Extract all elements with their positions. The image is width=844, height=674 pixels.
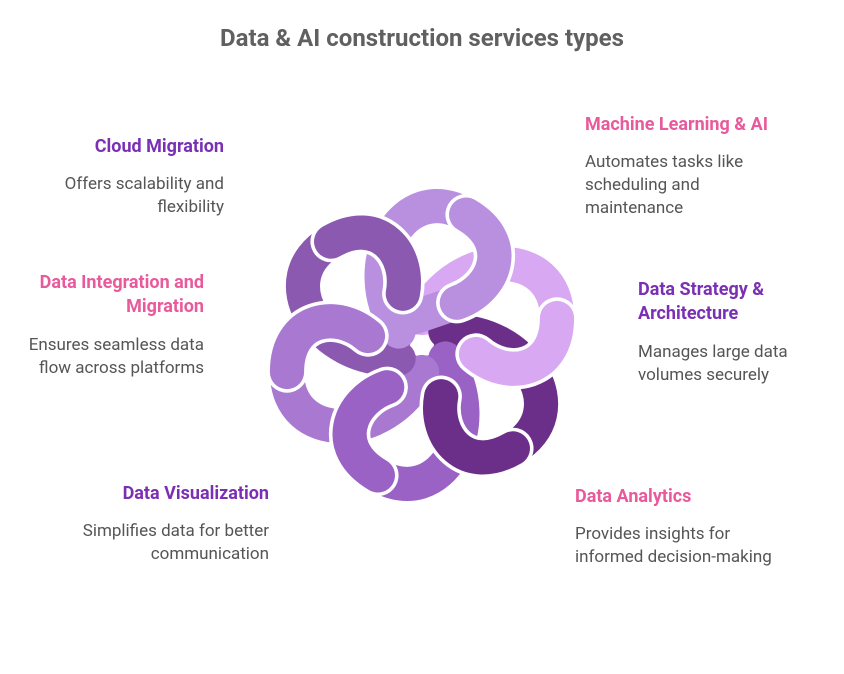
service-title: Data Visualization [59, 482, 269, 506]
service-data-strategy: Data Strategy & Architecture Manages lar… [638, 278, 844, 386]
service-title: Data Analytics [575, 485, 785, 509]
service-desc: Ensures seamless data flow across platfo… [0, 334, 204, 380]
service-desc: Provides insights for informed decision-… [575, 523, 785, 569]
infographic-canvas: Data & AI construction services types Cl… [0, 0, 844, 674]
knot-graphic [242, 165, 602, 525]
service-ml-ai: Machine Learning & AI Automates tasks li… [585, 113, 795, 220]
service-desc: Offers scalability and flexibility [14, 173, 224, 219]
service-title: Data Integration and Migration [0, 271, 204, 320]
service-data-analytics: Data Analytics Provides insights for inf… [575, 485, 785, 569]
service-title: Machine Learning & AI [585, 113, 795, 137]
service-cloud-migration: Cloud Migration Offers scalability and f… [14, 135, 224, 219]
service-data-visualization: Data Visualization Simplifies data for b… [59, 482, 269, 566]
service-desc: Simplifies data for better communication [59, 520, 269, 566]
service-title: Data Strategy & Architecture [638, 278, 844, 327]
service-desc: Manages large data volumes securely [638, 341, 844, 387]
page-title: Data & AI construction services types [0, 24, 844, 52]
service-title: Cloud Migration [14, 135, 224, 159]
service-desc: Automates tasks like scheduling and main… [585, 151, 795, 220]
service-data-integration: Data Integration and Migration Ensures s… [0, 271, 204, 379]
